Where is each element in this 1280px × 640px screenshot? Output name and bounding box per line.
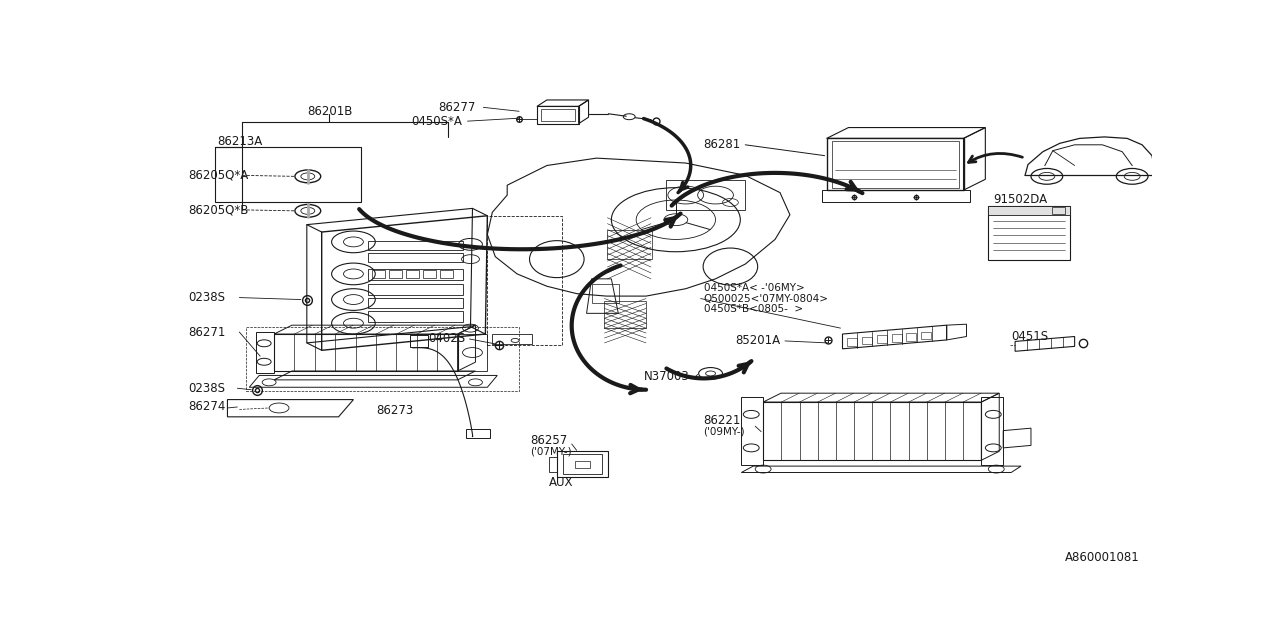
- Bar: [847, 338, 856, 346]
- Bar: [466, 429, 490, 438]
- Text: 0238S: 0238S: [188, 291, 225, 304]
- Bar: [440, 271, 453, 278]
- Bar: [877, 335, 887, 343]
- Bar: [215, 147, 361, 202]
- Text: 86213A: 86213A: [218, 135, 262, 148]
- Bar: [557, 451, 608, 477]
- Bar: [832, 141, 959, 188]
- Bar: [575, 461, 590, 468]
- Text: 86257: 86257: [530, 434, 567, 447]
- Bar: [861, 337, 872, 344]
- Text: 0450S*A: 0450S*A: [411, 115, 462, 127]
- Text: 86281: 86281: [704, 138, 741, 151]
- Bar: [369, 298, 462, 308]
- Text: 0450S*B<0805-  >: 0450S*B<0805- >: [704, 305, 803, 314]
- Text: 86271: 86271: [188, 326, 225, 339]
- Text: 0451S: 0451S: [1011, 330, 1048, 344]
- Text: 91502DA: 91502DA: [993, 193, 1047, 205]
- Text: ('09MY-): ('09MY-): [704, 427, 745, 436]
- Bar: [666, 180, 745, 210]
- Bar: [406, 271, 419, 278]
- Bar: [549, 457, 557, 472]
- Bar: [906, 333, 916, 340]
- Text: 86205Q*A: 86205Q*A: [188, 169, 248, 182]
- Bar: [892, 334, 901, 342]
- Text: 0402S: 0402S: [428, 332, 465, 346]
- Bar: [246, 326, 520, 390]
- Bar: [763, 402, 982, 460]
- Text: N37003: N37003: [644, 370, 690, 383]
- Bar: [988, 206, 1070, 215]
- Bar: [604, 301, 646, 328]
- Text: 0238S: 0238S: [188, 381, 225, 395]
- Bar: [410, 335, 428, 347]
- Bar: [369, 284, 462, 294]
- Text: 0450S*A< -'06MY>: 0450S*A< -'06MY>: [704, 283, 804, 292]
- Bar: [922, 332, 932, 339]
- Bar: [372, 271, 385, 278]
- Text: 86221: 86221: [704, 414, 741, 428]
- Text: 86273: 86273: [376, 404, 413, 417]
- Bar: [1052, 207, 1065, 214]
- Bar: [827, 138, 964, 190]
- Text: ('07MY-): ('07MY-): [530, 446, 572, 456]
- Text: AUX: AUX: [549, 476, 573, 489]
- Bar: [369, 269, 462, 280]
- Text: 86205Q*B: 86205Q*B: [188, 204, 248, 216]
- Bar: [369, 241, 462, 250]
- Bar: [488, 216, 562, 346]
- Bar: [608, 230, 652, 259]
- Bar: [369, 253, 462, 262]
- Bar: [541, 109, 575, 121]
- Bar: [369, 312, 462, 322]
- Bar: [389, 271, 402, 278]
- Bar: [591, 284, 620, 303]
- Text: A860001081: A860001081: [1065, 551, 1139, 564]
- Text: 86277: 86277: [438, 101, 475, 114]
- Text: Q500025<'07MY-0804>: Q500025<'07MY-0804>: [704, 294, 828, 303]
- Bar: [422, 271, 435, 278]
- Bar: [274, 334, 458, 371]
- Text: 86201B: 86201B: [307, 105, 352, 118]
- Text: 86274: 86274: [188, 401, 225, 413]
- Bar: [563, 454, 603, 474]
- Bar: [493, 334, 532, 344]
- Bar: [822, 190, 970, 202]
- Text: 85201A: 85201A: [735, 335, 781, 348]
- Bar: [988, 206, 1070, 260]
